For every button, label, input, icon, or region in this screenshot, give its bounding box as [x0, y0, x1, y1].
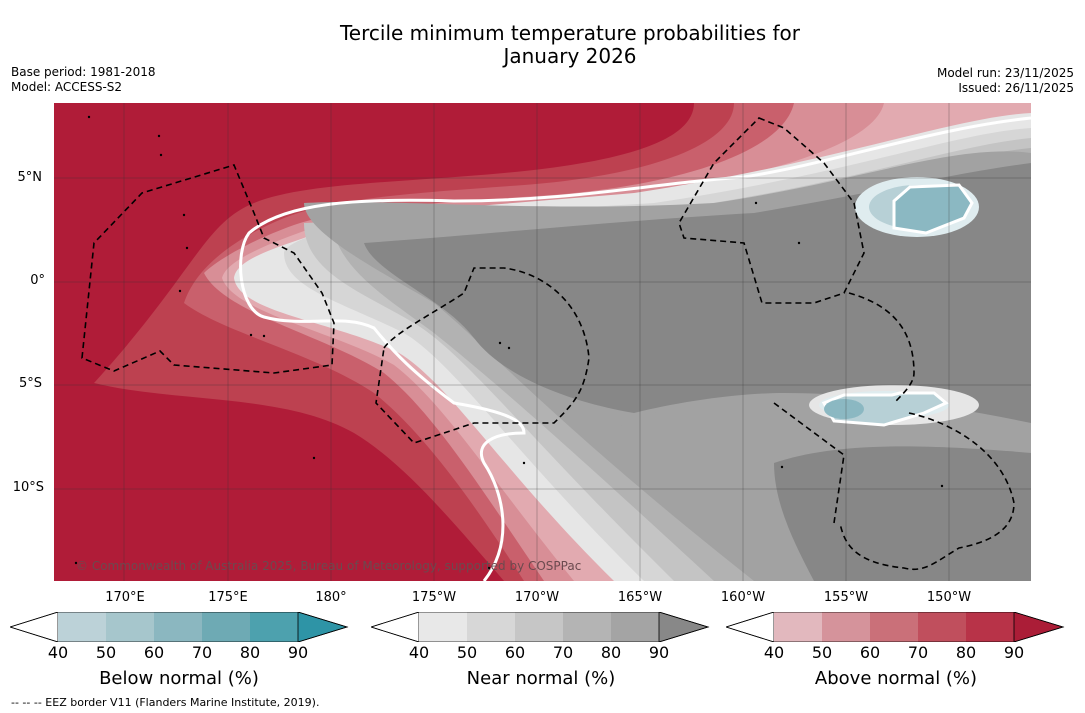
title-line-2: January 2026 [503, 44, 637, 68]
colorbar-above-segment-5 [966, 612, 1014, 642]
colorbar-below-segment-2 [106, 612, 154, 642]
lon-label-170w: 170°W [514, 590, 560, 605]
colorbar-below-tick: 90 [287, 643, 309, 662]
lon-label-170e: 170°E [105, 590, 145, 605]
eez-kiribati-phoenix [375, 267, 590, 444]
colorbar-above-tick: 70 [907, 643, 929, 662]
colorbar-below-segment-1 [58, 612, 106, 642]
colorbar-near-tick: 40 [408, 643, 430, 662]
colorbar-above-label: Above normal (%) [814, 668, 978, 689]
colorbar-below-tick: 50 [95, 643, 117, 662]
base-info: Base period: 1981-2018 Model: ACCESS-S2 [11, 65, 156, 95]
title-line-1: Tercile minimum temperature probabilitie… [339, 21, 801, 45]
colorbar-near-high-extend [658, 612, 710, 642]
eez-line-south [848, 292, 915, 404]
colorbar-above-tick: 80 [955, 643, 977, 662]
copyright-notice: © Commonwealth of Australia 2025, Bureau… [76, 559, 582, 573]
colorbar-below-tick: 40 [47, 643, 69, 662]
colorbar-near [371, 612, 710, 642]
colorbar-above-segment-2 [822, 612, 870, 642]
near-band-90-south [774, 446, 1031, 581]
colorbar-near-segment-2 [467, 612, 515, 642]
colorbar-above-segment-4 [918, 612, 966, 642]
lon-label-175e: 175°E [208, 590, 248, 605]
eez-footnote: -- -- -- EEZ border V11 (Flanders Marine… [11, 696, 320, 709]
below-blob-north-core [892, 183, 974, 235]
above-contour-40 [239, 116, 1031, 581]
eez-frenchpoly [839, 412, 1015, 570]
lat-label-5n: 5°N [17, 170, 43, 185]
colorbar-near-segment-3 [515, 612, 563, 642]
issued-date: Issued: 26/11/2025 [958, 81, 1074, 95]
colorbar-near-tick: 90 [648, 643, 670, 662]
eez-kiribati-line [678, 117, 865, 304]
colorbar-below-tick: 60 [143, 643, 165, 662]
colorbar-near-segment-1 [419, 612, 467, 642]
colorbar-below-segment-5 [250, 612, 298, 642]
colorbar-below-high-extend [297, 612, 349, 642]
colorbar-near-tick: 70 [552, 643, 574, 662]
colorbar-near-tick: 80 [600, 643, 622, 662]
lon-label-155w: 155°W [823, 590, 869, 605]
lon-label-175w: 175°W [411, 590, 457, 605]
islands [74, 115, 944, 570]
lat-label-5s: 5°S [18, 376, 42, 391]
lon-label-180: 180° [315, 590, 347, 605]
colorbar-near-segment-4 [563, 612, 611, 642]
colorbar-above [726, 612, 1065, 642]
run-info: Model run: 23/11/2025 Issued: 26/11/2025 [937, 66, 1074, 96]
colorbar-above-low-extend [726, 612, 775, 642]
eez-kiribati-gilberts [81, 164, 335, 374]
colorbar-below-segment-3 [154, 612, 202, 642]
probability-map [54, 103, 1031, 581]
eez-borders [81, 117, 1015, 570]
colorbar-near-segment-5 [611, 612, 659, 642]
below-blob-south-inner [824, 399, 864, 419]
colorbar-below-segment-4 [202, 612, 250, 642]
colorbar-above-high-extend [1013, 612, 1065, 642]
colorbar-below-label: Below normal (%) [99, 668, 259, 689]
near-band-80-ripple [614, 406, 844, 447]
colorbar-below-tick: 80 [239, 643, 261, 662]
colorbar-above-segment-1 [774, 612, 822, 642]
colorbar-near-label: Near normal (%) [466, 668, 616, 689]
colorbar-below-tick: 70 [191, 643, 213, 662]
lat-label-10s: 10°S [12, 480, 44, 495]
chart-title: Tercile minimum temperature probabilitie… [0, 22, 1085, 68]
base-period: Base period: 1981-2018 [11, 65, 156, 79]
colorbar-above-segment-3 [870, 612, 918, 642]
colorbar-above-tick: 60 [859, 643, 881, 662]
colorbar-near-tick: 50 [456, 643, 478, 662]
lon-label-150w: 150°W [926, 590, 972, 605]
colorbar-above-tick: 90 [1003, 643, 1025, 662]
model-run-date: Model run: 23/11/2025 [936, 66, 1074, 80]
colorbar-above-tick: 50 [811, 643, 833, 662]
lat-label-0: 0° [30, 273, 45, 288]
colorbar-above-tick: 40 [763, 643, 785, 662]
lon-label-160w: 160°W [720, 590, 766, 605]
near-band-90 [364, 163, 1031, 423]
model-name: Model: ACCESS-S2 [11, 80, 123, 94]
colorbar-below [10, 612, 349, 642]
colorbar-near-low-extend [371, 612, 420, 642]
colorbar-below-low-extend [10, 612, 59, 642]
lon-label-165w: 165°W [617, 590, 663, 605]
colorbar-near-tick: 60 [504, 643, 526, 662]
eez-boundary-south [773, 402, 845, 524]
